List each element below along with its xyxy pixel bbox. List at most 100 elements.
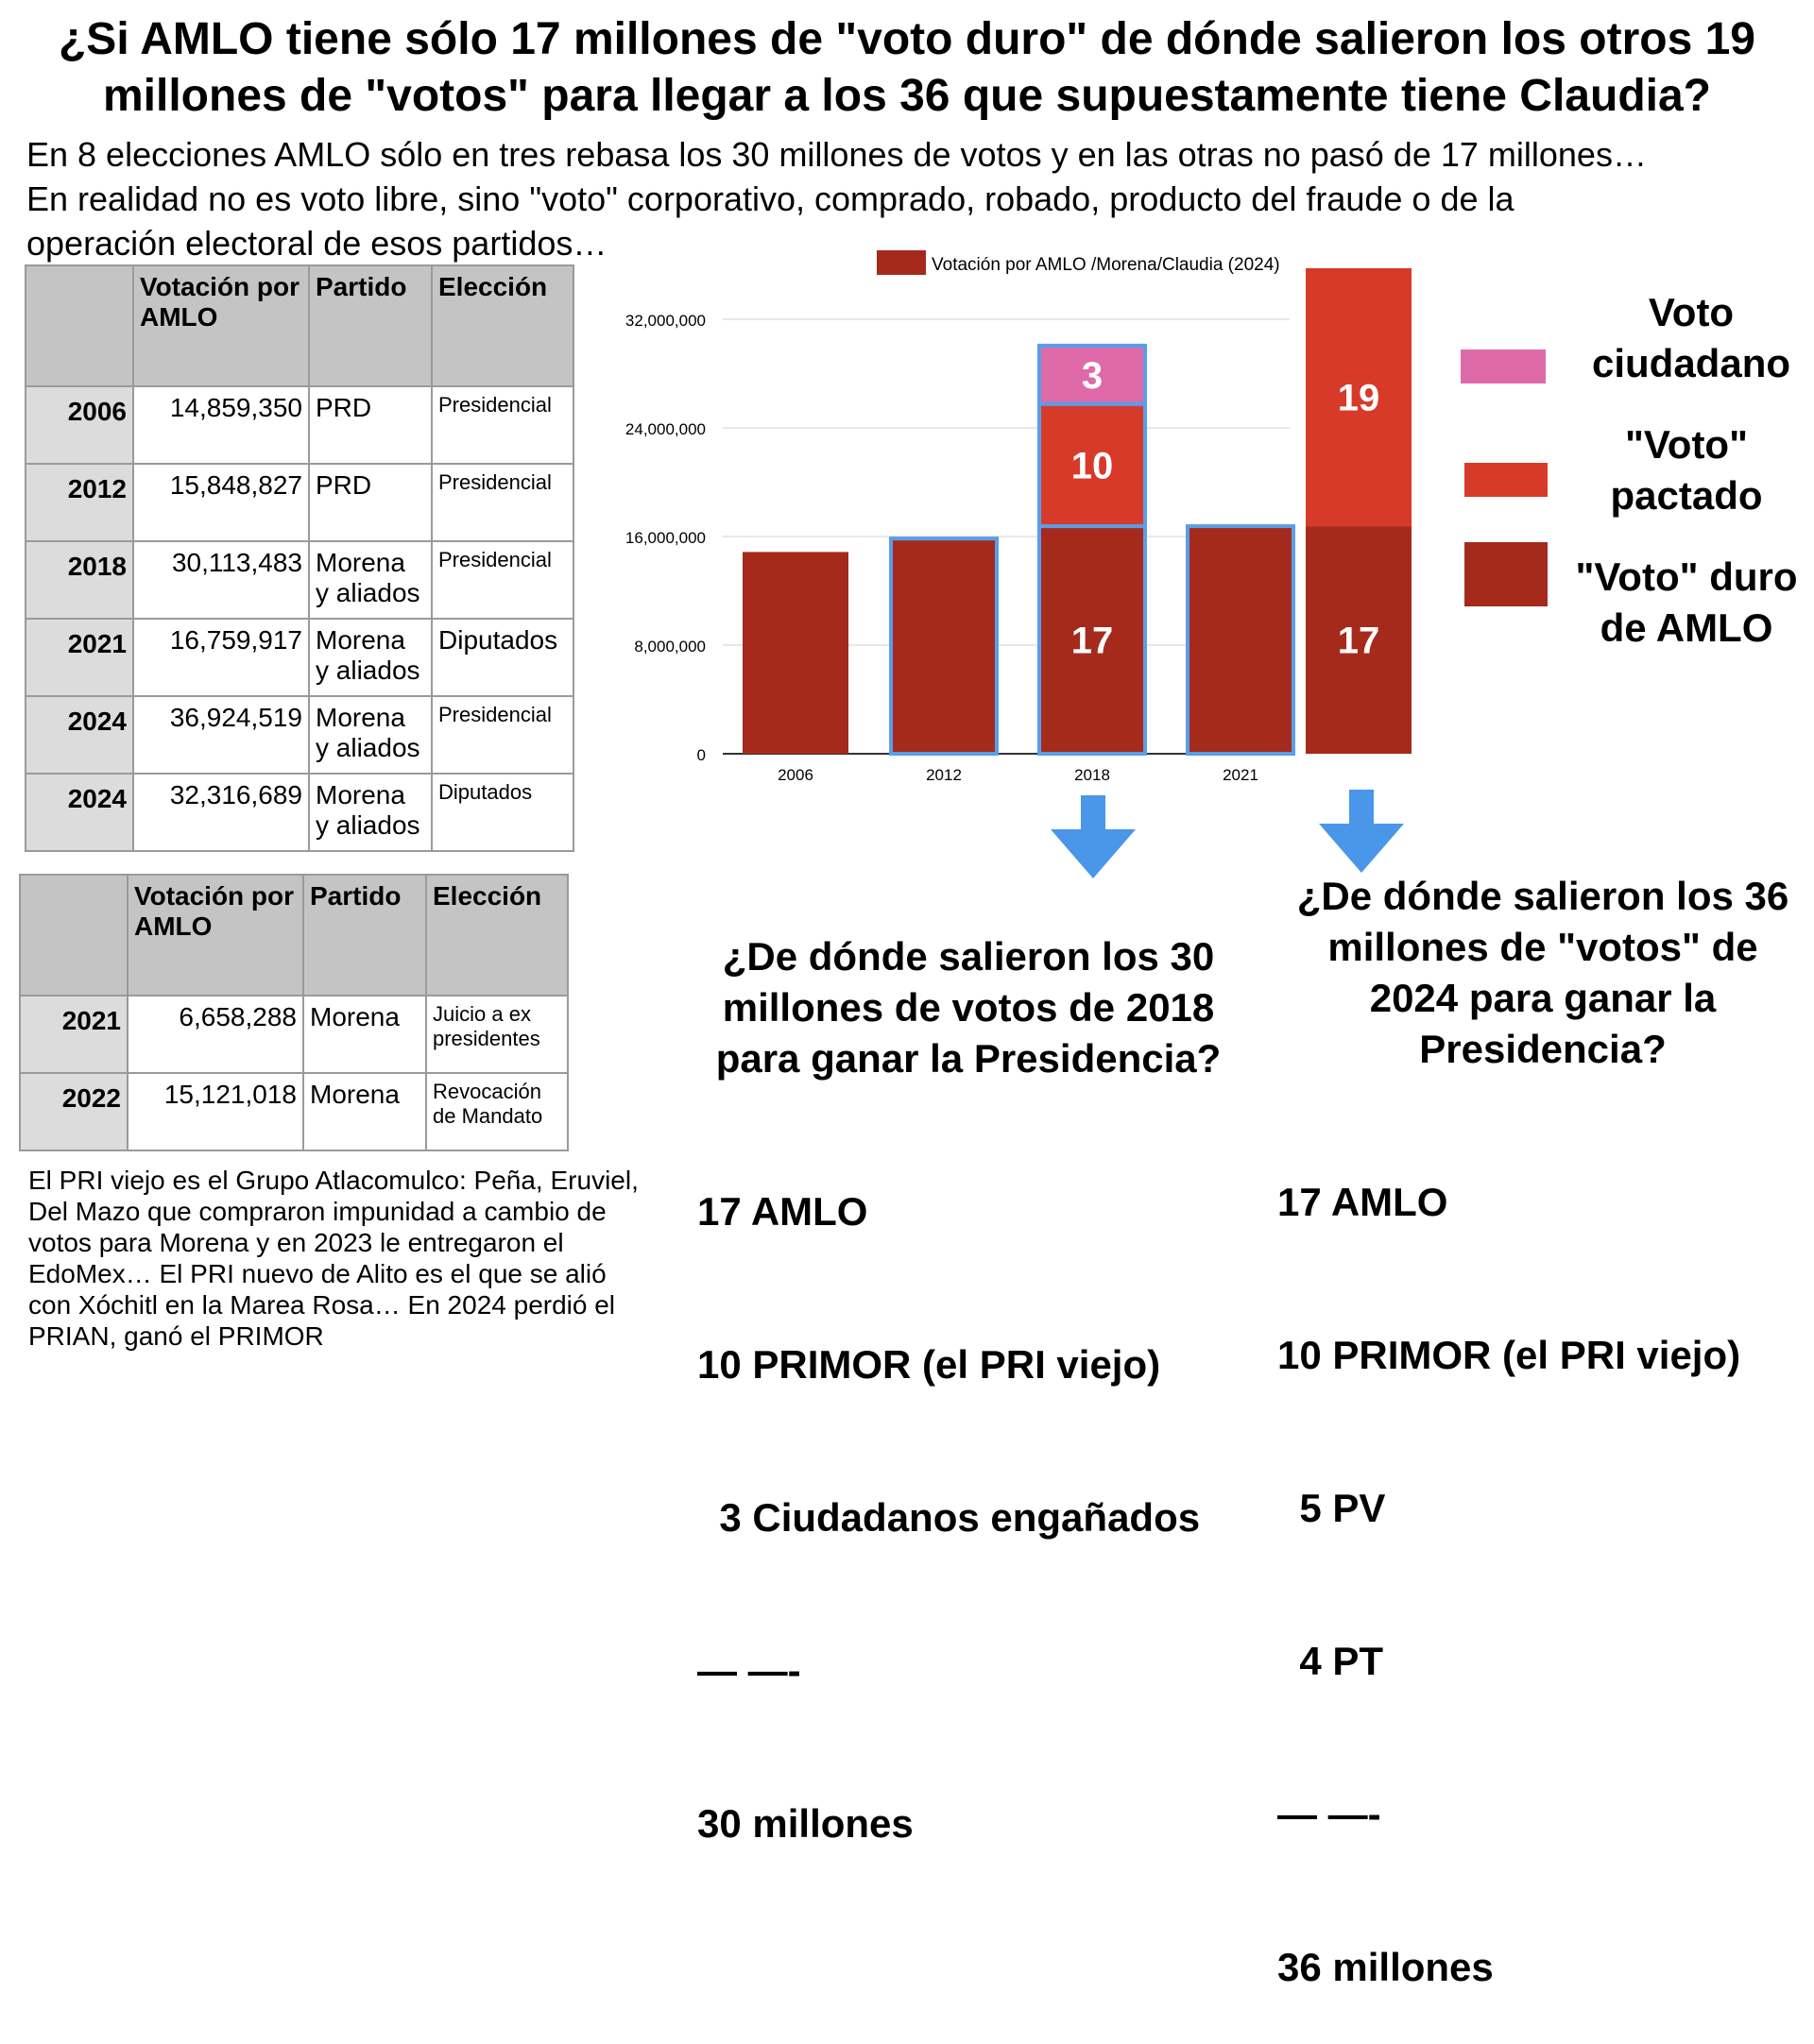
bar-pactado: [1037, 401, 1147, 529]
table-row: 2006 14,859,350 PRD Presidencial: [25, 385, 574, 465]
votes-table-consultations: Votación por AMLO Partido Elección 2021 6…: [19, 874, 569, 1151]
segment-label: 19: [1338, 378, 1380, 419]
y-tick-label: 8,000,000: [634, 638, 706, 656]
bar-duro: [1306, 526, 1412, 754]
year-cell: 2006: [25, 385, 134, 465]
votes-cell: 30,113,483: [132, 540, 310, 620]
table-row: 2021 16,759,917 Morena y aliados Diputados: [25, 618, 574, 697]
question-2024-heading: ¿De dónde salieron los 36 millones de "v…: [1272, 871, 1814, 1075]
y-tick-label: 16,000,000: [625, 529, 706, 547]
table-row: 2024 32,316,689 Morena y aliados Diputados: [25, 773, 574, 852]
table-row: 2018 30,113,483 Morena y aliados Presidenci…: [25, 540, 574, 620]
year-cell: 2021: [25, 618, 134, 697]
legend-swatch-ciudadano: [1461, 349, 1546, 383]
question-2018-line1: ¿De dónde salieron los 30: [722, 934, 1215, 979]
legend-label-pactado: "Voto" pactado: [1568, 419, 1805, 521]
year-cell: 2024: [25, 773, 134, 852]
table-header-votes: Votación por AMLO: [127, 874, 304, 996]
segment-label: 10: [1071, 445, 1114, 486]
party-cell: Morena y aliados: [308, 773, 433, 852]
party-cell: Morena: [302, 995, 427, 1074]
legend-label-duro: "Voto" duro de AMLO: [1559, 552, 1814, 654]
y-tick-label: 0: [697, 746, 706, 764]
segment-label: 3: [1082, 355, 1103, 397]
legend-swatch-duro: [1464, 542, 1548, 606]
election-cell: Diputados: [431, 773, 574, 852]
legend-pactado-line2: pactado: [1610, 473, 1763, 518]
x-tick-label: 2006: [778, 766, 813, 784]
table-row: 2024 36,924,519 Morena y aliados Presidenci…: [25, 695, 574, 775]
votes-cell: 36,924,519: [132, 695, 310, 775]
table-header-party: Partido: [308, 264, 433, 387]
bar-duro: [1186, 524, 1295, 757]
election-cell: Presidencial: [431, 463, 574, 542]
legend-swatch-pactado: [1464, 463, 1548, 497]
base-label: 17: [1338, 621, 1380, 662]
party-cell: PRD: [308, 463, 433, 542]
bar-duro: [889, 537, 999, 757]
breakdown-item: 10 PRIMOR (el PRI viejo): [697, 1342, 1161, 1387]
base-label: 17: [1071, 621, 1114, 662]
party-cell: Morena y aliados: [308, 618, 433, 697]
legend-ciudadano-line2: ciudadano: [1591, 341, 1791, 385]
table-header-blank: [25, 264, 134, 387]
party-cell: Morena y aliados: [308, 540, 433, 620]
breakdown-item: 17 AMLO: [1277, 1180, 1448, 1224]
chart-legend-label: Votación por AMLO /Morena/Claudia (2024): [932, 255, 1280, 275]
year-cell: 2018: [25, 540, 134, 620]
election-cell: Presidencial: [431, 540, 574, 620]
table-header-votes: Votación por AMLO: [132, 264, 310, 387]
votes-cell: 14,859,350: [132, 385, 310, 465]
year-cell: 2024: [25, 695, 134, 775]
breakdown-separator: — —-: [1277, 1792, 1381, 1836]
question-2024-line1: ¿De dónde salieron los 36: [1296, 874, 1789, 918]
chart-legend-swatch: [877, 250, 926, 275]
intro-text: En 8 elecciones AMLO sólo en tres rebasa…: [26, 132, 1803, 265]
party-cell: Morena: [302, 1072, 427, 1151]
year-cell: 2022: [19, 1072, 128, 1151]
y-tick-label: 24,000,000: [625, 420, 706, 438]
breakdown-item: 4 PT: [1277, 1639, 1384, 1683]
question-2024-breakdown: 17 AMLO 10 PRIMOR (el PRI viejo) 5 PV 4 …: [1277, 1075, 1806, 2044]
question-2018-breakdown: 17 AMLO 10 PRIMOR (el PRI viejo) 3 Ciuda…: [697, 1084, 1283, 1900]
bar-ciudadano: [1037, 343, 1147, 406]
intro-line-1: En 8 elecciones AMLO sólo en tres rebasa…: [26, 135, 1647, 174]
party-cell: Morena y aliados: [308, 695, 433, 775]
year-cell: 2012: [25, 463, 134, 542]
intro-line-2: En realidad no es voto libre, sino "voto…: [26, 179, 1515, 218]
breakdown-item: 3 Ciudadanos engañados: [697, 1495, 1201, 1540]
question-2024-line3: 2024 para ganar la: [1369, 976, 1717, 1020]
question-2024-line4: Presidencia?: [1419, 1027, 1667, 1071]
year-cell: 2021: [19, 995, 128, 1074]
table-row: 2012 15,848,827 PRD Presidencial: [25, 463, 574, 542]
election-cell: Revocación de Mandato: [425, 1072, 569, 1151]
legend-duro-line2: de AMLO: [1600, 605, 1773, 650]
election-cell: Juicio a ex presidentes: [425, 995, 569, 1074]
y-tick-label: 32,000,000: [625, 312, 706, 330]
note-paragraph: El PRI viejo es el Grupo Atlacomulco: Pe…: [28, 1166, 639, 1351]
bar-pactado: [1306, 267, 1412, 527]
election-cell: Presidencial: [431, 385, 574, 465]
chart-bars: [743, 267, 1412, 757]
table-header-blank: [19, 874, 128, 996]
votes-cell: 15,121,018: [127, 1072, 304, 1151]
question-2024-line2: millones de "votos" de: [1327, 925, 1758, 969]
x-tick-label: 2012: [926, 766, 962, 784]
votes-cell: 6,658,288: [127, 995, 304, 1074]
page-title: ¿Si AMLO tiene sólo 17 millones de "voto…: [58, 14, 1755, 121]
legend-pactado-line1: "Voto": [1624, 422, 1749, 467]
breakdown-total: 30 millones: [697, 1801, 914, 1846]
table-header-election: Elección: [425, 874, 569, 996]
table-row: 2022 15,121,018 Morena Revocación de Mandat…: [19, 1072, 569, 1151]
breakdown-separator: — —-: [697, 1648, 801, 1693]
votes-cell: 32,316,689: [132, 773, 310, 852]
bar-duro: [1037, 524, 1147, 757]
table-row: 2021 6,658,288 Morena Juicio a ex president…: [19, 995, 569, 1074]
x-tick-label: 2021: [1223, 766, 1258, 784]
votes-table-elections: Votación por AMLO Partido Elección 2006 1…: [25, 264, 574, 852]
breakdown-item: 10 PRIMOR (el PRI viejo): [1277, 1333, 1741, 1377]
votes-cell: 16,759,917: [132, 618, 310, 697]
party-cell: PRD: [308, 385, 433, 465]
table-header-party: Partido: [302, 874, 427, 996]
intro-line-3: operación electoral de esos partidos…: [26, 224, 608, 263]
